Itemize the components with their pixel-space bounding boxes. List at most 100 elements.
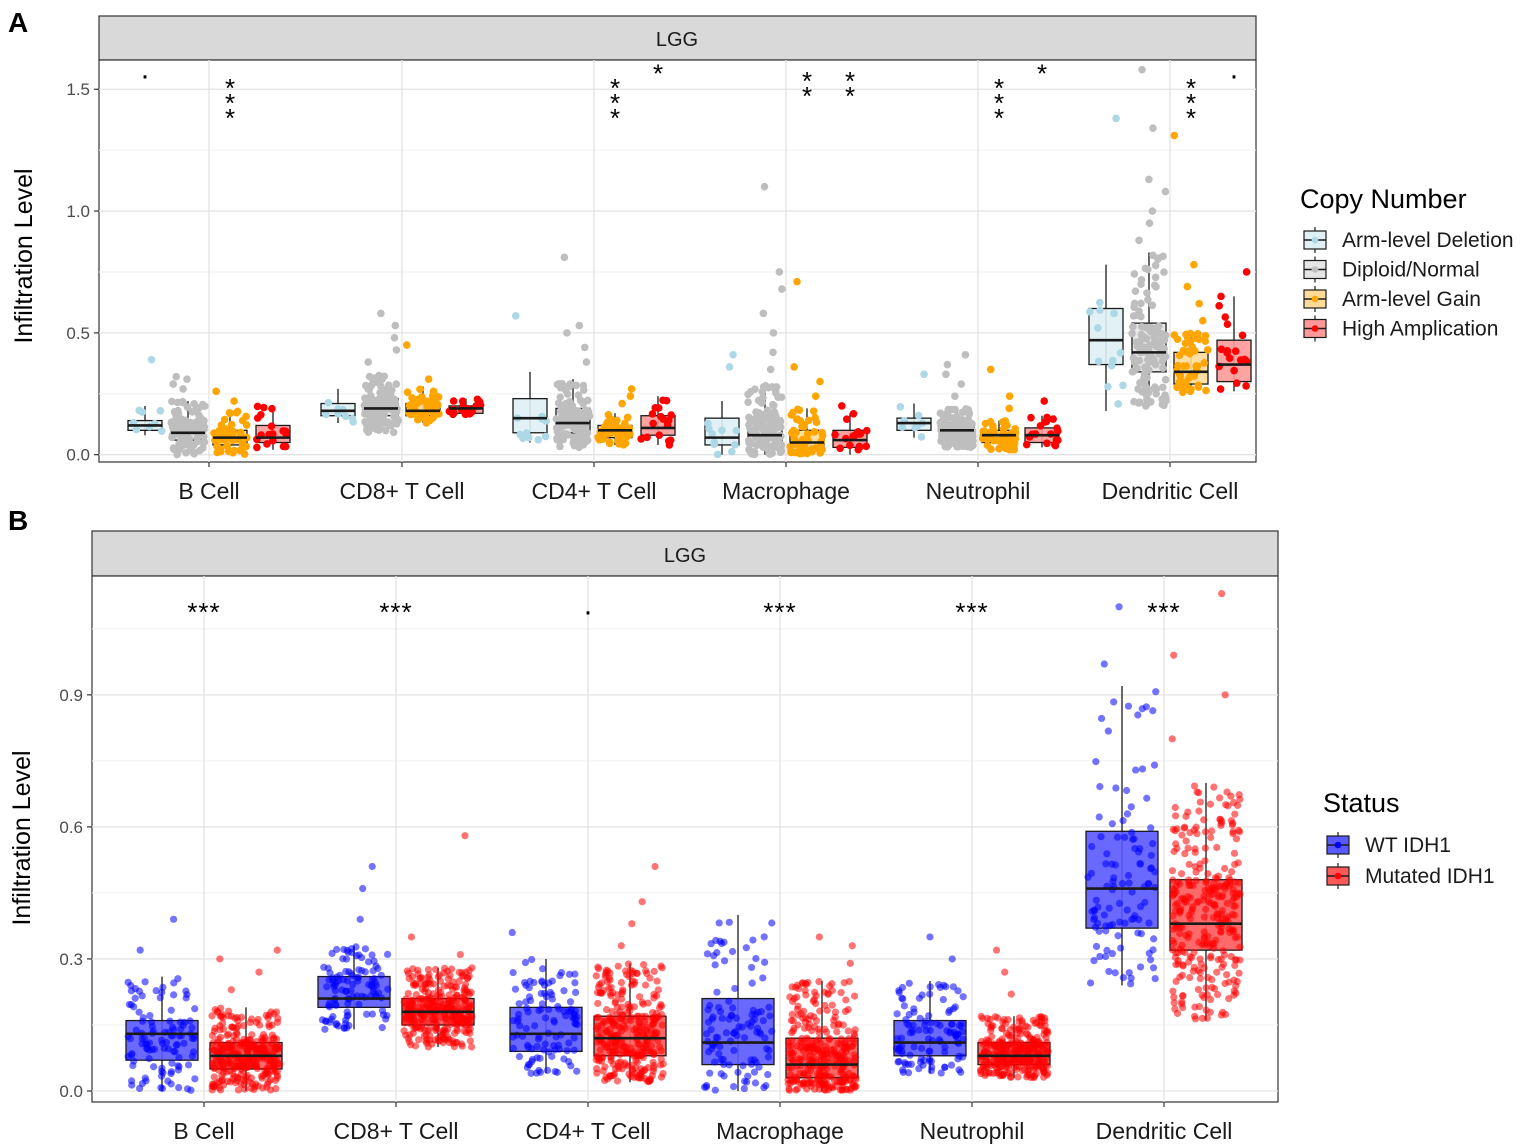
panel-b-point: [570, 1010, 578, 1018]
panel-b-point: [1231, 902, 1239, 910]
panel-b-point: [1232, 956, 1240, 964]
panel-b-point: [560, 987, 568, 995]
panel-a-point: [750, 447, 759, 456]
panel-b-point: [361, 968, 369, 976]
panel-b-point: [893, 1010, 901, 1018]
panel-b-point: [268, 1040, 276, 1048]
panel-b-point: [128, 1077, 136, 1085]
panel-a-point: [253, 402, 262, 411]
panel-a-point: [392, 420, 401, 428]
panel-a-point: [941, 410, 949, 419]
panel-b-point: [1013, 1025, 1021, 1034]
panel-b-point: [354, 977, 362, 985]
panel-a-point: [197, 423, 205, 432]
panel-b-significance-0: ***: [187, 597, 220, 627]
panel-b-point: [1111, 969, 1119, 977]
panel-b-point: [718, 1014, 726, 1022]
panel-b-point: [537, 989, 545, 998]
panel-b-point: [725, 918, 733, 926]
panel-b-point: [1184, 933, 1192, 942]
panel-b-box-body: [1085, 830, 1159, 929]
panel-a-box-4-3: [1022, 397, 1062, 450]
panel-b-point: [602, 1006, 611, 1014]
panel-b-point: [765, 1046, 773, 1054]
panel-a-point: [402, 341, 411, 349]
panel-b-point: [1084, 873, 1092, 881]
panel-b-point: [187, 1086, 195, 1094]
panel-b-point: [1007, 990, 1015, 998]
panel-a-box-0-0: [127, 355, 166, 436]
panel-a-point: [580, 428, 588, 436]
panel-b-point: [837, 989, 845, 997]
panel-a-point: [1151, 385, 1160, 394]
panel-b-point: [1086, 979, 1095, 987]
panel-b-point: [1102, 927, 1110, 935]
panel-a-significance-star: *: [610, 103, 620, 133]
panel-b-gridlines: [92, 576, 1278, 1102]
panel-b-point: [241, 1040, 249, 1048]
panel-a-point: [1129, 322, 1137, 331]
panel-b-point: [1095, 813, 1103, 821]
panel-a-point: [403, 388, 412, 396]
panel-b-point: [739, 1062, 747, 1070]
panel-a-point: [372, 425, 380, 433]
panel-b-point: [790, 995, 798, 1003]
panel-b-point: [465, 990, 474, 998]
panel-a-point: [1158, 333, 1167, 341]
panel-b-point: [411, 1042, 420, 1050]
panel-b-point: [450, 1042, 458, 1051]
panel-b-point: [515, 1000, 523, 1008]
panel-b-point: [463, 974, 472, 982]
panel-b-point: [812, 1000, 820, 1008]
panel-b-point: [1123, 906, 1131, 914]
panel-b-point: [332, 1021, 340, 1029]
panel-b-point: [1179, 961, 1187, 969]
panel-b-point: [1143, 794, 1151, 802]
panel-a-point: [560, 253, 569, 262]
panel-a-point: [183, 375, 191, 383]
panel-a-point: [1110, 309, 1118, 318]
panel-b-point: [571, 979, 579, 987]
panel-b-point: [958, 1019, 966, 1027]
panel-b-y-tick-label: 0.0: [59, 1082, 83, 1101]
panel-b-point: [793, 1085, 801, 1093]
panel-b-point: [941, 1063, 949, 1071]
panel-b-point: [617, 995, 626, 1003]
panel-b-point: [748, 1011, 756, 1019]
panel-b-point: [1206, 1008, 1214, 1016]
panel-b-point: [728, 947, 737, 956]
panel-a-point: [764, 426, 773, 435]
panel-b-point: [1103, 850, 1111, 858]
panel-b-point: [1108, 860, 1116, 868]
panel-a-point: [1170, 131, 1179, 140]
panel-b-point: [1145, 880, 1153, 888]
panel-b-point: [1210, 783, 1218, 791]
panel-a-point: [1152, 283, 1160, 291]
panel-a-box-2-1: [552, 253, 594, 452]
panel-a-point: [787, 446, 795, 455]
panel-a-point: [648, 410, 657, 418]
panel-b-point: [759, 974, 767, 982]
panel-a-point: [1135, 236, 1143, 245]
panel-b-point: [830, 1016, 838, 1024]
panel-b-point: [1171, 1005, 1179, 1013]
panel-b-point: [1230, 976, 1238, 984]
panel-b-point: [1023, 1071, 1032, 1079]
panel-a-point: [213, 442, 221, 451]
panel-b-point: [1152, 688, 1160, 696]
panel-b-point: [832, 1082, 840, 1091]
panel-b-point: [639, 961, 648, 969]
panel-a-point: [1050, 440, 1059, 449]
panel-b-x-tick-label: Dendritic Cell: [1096, 1118, 1233, 1144]
panel-a-point: [951, 392, 959, 401]
panel-a-significance-1: ***: [225, 73, 235, 133]
panel-b-point: [650, 994, 658, 1002]
panel-b-point: [751, 1079, 760, 1087]
panel-b-point: [465, 966, 473, 975]
panel-a-box-5-2: [1170, 131, 1212, 397]
panel-a-point: [341, 412, 350, 421]
panel-b-point: [615, 1046, 623, 1054]
panel-b-point: [750, 1068, 759, 1076]
panel-b-point: [407, 933, 416, 941]
panel-b-point: [740, 1034, 749, 1042]
